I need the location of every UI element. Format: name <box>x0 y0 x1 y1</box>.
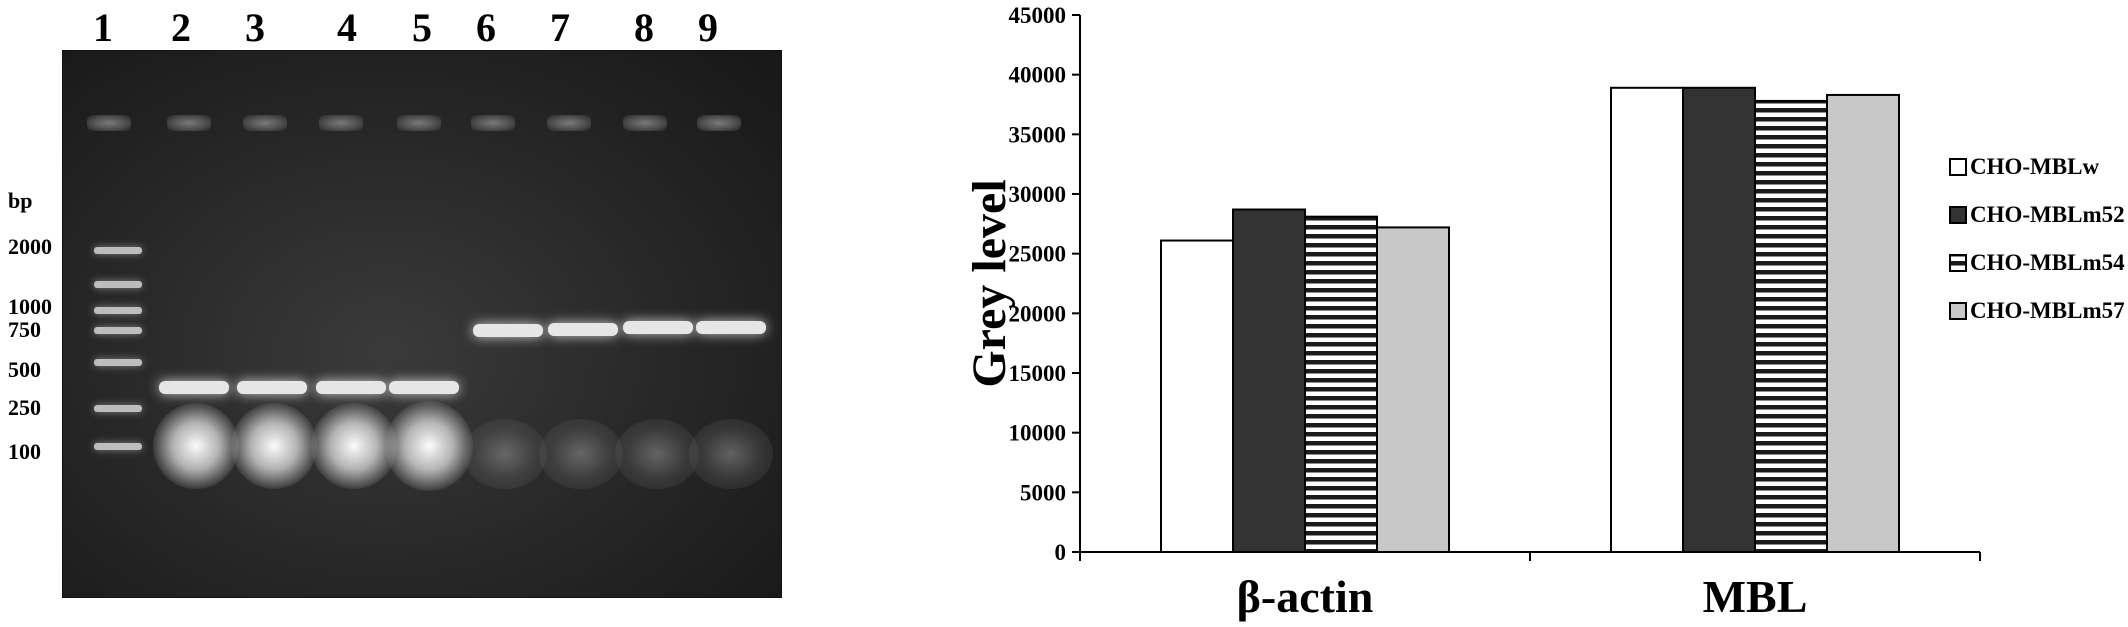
y-tick-label: 0 <box>1055 540 1067 565</box>
marker-band <box>94 405 142 412</box>
y-tick-label: 30000 <box>1009 182 1067 207</box>
legend-label: CHO-MBLm52 <box>1970 202 2125 227</box>
legend-label: CHO-MBLw <box>1970 154 2099 179</box>
bar <box>1376 226 1450 553</box>
marker-band <box>94 443 142 450</box>
marker-label-250: 250 <box>8 395 41 420</box>
gel-well <box>623 115 667 131</box>
legend-label: CHO-MBLm57 <box>1970 298 2125 323</box>
y-tick-label: 5000 <box>1020 480 1066 505</box>
marker-label-750: 750 <box>8 317 41 342</box>
band-smear <box>385 401 473 491</box>
legend-swatch <box>1949 254 1967 272</box>
y-tick-label: 25000 <box>1009 242 1067 267</box>
gel-well <box>319 115 363 131</box>
y-tick-label: 10000 <box>1009 421 1067 446</box>
bar <box>1754 99 1828 553</box>
gel-image <box>62 50 782 598</box>
band-smear <box>615 419 699 489</box>
legend-swatch <box>1949 158 1967 176</box>
chart-panel: 0 5000 10000 15000 20000 25000 30000 35000 40000… <box>940 0 2128 627</box>
y-tick-label: 40000 <box>1009 63 1067 88</box>
marker-label-1000: 1000 <box>8 294 52 319</box>
y-axis-label: Grey level <box>963 179 1016 387</box>
y-tick-label: 45000 <box>1009 3 1067 28</box>
bar-chart: 0 5000 10000 15000 20000 25000 30000 35000 40000… <box>963 3 2125 622</box>
lane-number: 2 <box>171 5 191 50</box>
dna-band <box>316 381 386 394</box>
bar <box>1826 93 1900 553</box>
marker-label-100: 100 <box>8 439 41 464</box>
lane-number: 6 <box>476 5 496 50</box>
y-tick-label: 20000 <box>1009 301 1067 326</box>
bar <box>1682 86 1756 553</box>
lane-number: 3 <box>245 5 265 50</box>
y-tick-label: 15000 <box>1009 361 1067 386</box>
legend-label: CHO-MBLm54 <box>1970 250 2125 275</box>
x-category-label: β-actin <box>1237 571 1374 622</box>
lane-number: 1 <box>93 5 113 50</box>
bar <box>1304 215 1378 553</box>
marker-band <box>94 247 142 254</box>
gel-panel: 1 2 3 4 5 6 7 8 9 bp 2000 1000 750 500 2… <box>0 0 800 627</box>
gel-well <box>167 115 211 131</box>
band-smear <box>311 403 397 489</box>
band-smear <box>463 419 547 489</box>
gel-well <box>243 115 287 131</box>
dna-band <box>623 321 693 334</box>
bar <box>1610 86 1684 553</box>
marker-band <box>94 327 142 334</box>
marker-band <box>94 359 142 366</box>
band-smear <box>231 403 317 489</box>
gel-well <box>87 115 131 131</box>
gel-well <box>697 115 741 131</box>
dna-band <box>389 381 459 394</box>
marker-band <box>94 281 142 288</box>
dna-band <box>159 381 229 394</box>
lane-number: 4 <box>337 5 357 50</box>
gel-well <box>547 115 591 131</box>
gel-well <box>471 115 515 131</box>
bp-unit-label: bp <box>8 188 33 213</box>
dna-band <box>696 321 766 334</box>
dna-band <box>237 381 307 394</box>
gel-well <box>397 115 441 131</box>
dna-band <box>473 324 543 337</box>
marker-label-500: 500 <box>8 357 41 382</box>
dna-band <box>548 323 618 336</box>
x-category-label: MBL <box>1703 571 1808 622</box>
lane-number: 5 <box>412 5 432 50</box>
lane-number: 8 <box>634 5 654 50</box>
marker-label-2000: 2000 <box>8 234 52 259</box>
band-smear <box>539 419 623 489</box>
bar <box>1232 208 1306 553</box>
legend-swatch <box>1949 302 1967 320</box>
lane-number: 9 <box>698 5 718 50</box>
legend-swatch <box>1949 206 1967 224</box>
band-smear <box>689 419 773 489</box>
y-tick-label: 35000 <box>1009 122 1067 147</box>
lane-number: 7 <box>550 5 570 50</box>
marker-band <box>94 307 142 314</box>
bar <box>1160 239 1234 553</box>
band-smear <box>153 403 239 489</box>
